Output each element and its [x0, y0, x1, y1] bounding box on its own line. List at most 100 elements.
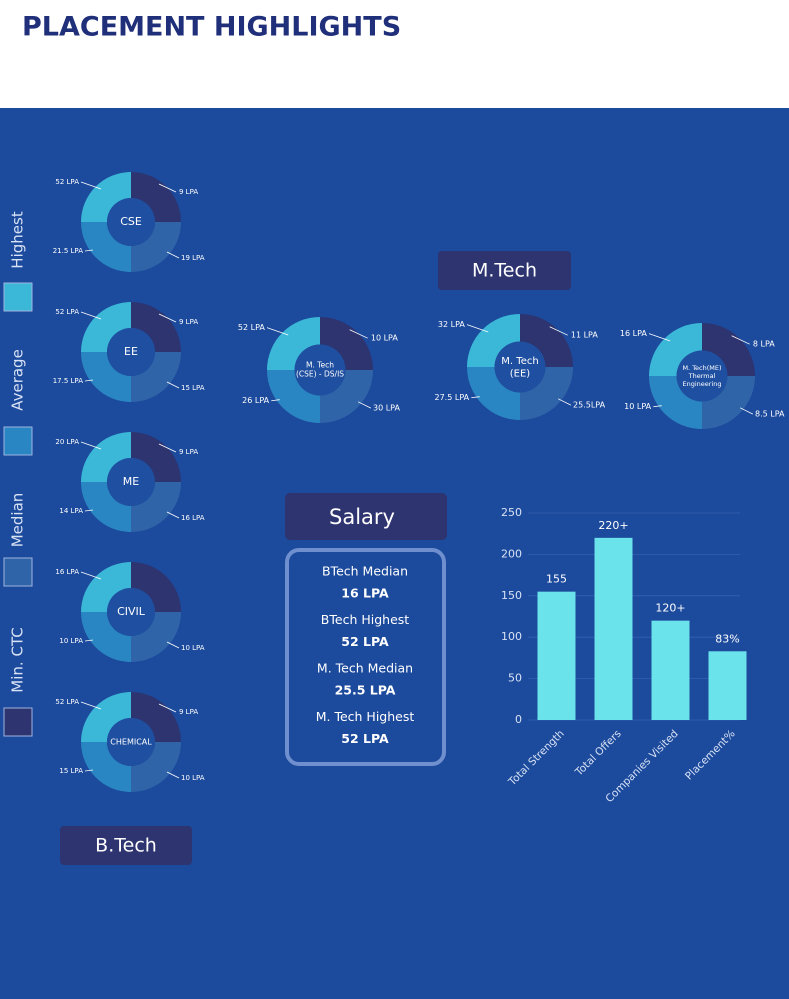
bar	[537, 591, 576, 720]
donut-value-label: 30 LPA	[373, 404, 400, 413]
donut-segment	[131, 352, 181, 402]
donut-value-label: 16 LPA	[620, 329, 647, 338]
donut-name: M. Tech(ME)	[682, 364, 721, 372]
donut-center	[107, 328, 155, 376]
bar	[651, 620, 690, 720]
legend-swatch	[3, 557, 33, 587]
label-leader	[357, 401, 372, 409]
donut-value-label: 10 LPA	[624, 402, 651, 411]
donut-value-label: 16 LPA	[181, 514, 205, 522]
label-leader	[349, 329, 368, 339]
donut-name: CSE	[120, 215, 142, 228]
donut-value-label: 32 LPA	[438, 320, 465, 329]
donut-value-label: 10 LPA	[59, 637, 83, 645]
salary-value: 25.5 LPA	[335, 683, 396, 698]
donut-value-label: 26 LPA	[242, 396, 269, 405]
label-leader	[158, 313, 177, 323]
donut-center	[294, 344, 346, 396]
label-leader	[80, 441, 102, 450]
label-leader	[84, 769, 94, 772]
label-leader	[80, 571, 102, 580]
label-leader	[731, 335, 750, 345]
bar	[708, 651, 747, 720]
mtech-title: M.Tech	[472, 260, 537, 282]
donut-value-label: 25.5LPA	[573, 401, 606, 410]
label-leader	[158, 443, 177, 453]
label-leader	[166, 251, 180, 259]
bar	[594, 537, 633, 720]
label-leader	[166, 511, 180, 519]
donut-value-label: 52 LPA	[55, 178, 79, 186]
donut-segment	[320, 370, 373, 423]
donut-segment	[81, 222, 131, 272]
salary-value: 16 LPA	[341, 586, 389, 601]
donut-segment	[131, 692, 181, 742]
y-tick-label: 100	[501, 630, 522, 643]
donut-value-label: 8.5 LPA	[755, 410, 785, 419]
donut-center	[676, 350, 728, 402]
label-leader	[166, 641, 180, 649]
label-leader	[466, 324, 489, 333]
salary-label: M. Tech Highest	[316, 709, 415, 724]
donut-value-label: 10 LPA	[181, 774, 205, 782]
donut-segment	[81, 612, 131, 662]
label-leader	[158, 703, 177, 713]
donut-value-label: 16 LPA	[55, 568, 79, 576]
donut-segment	[267, 317, 320, 370]
label-leader	[84, 509, 94, 512]
label-leader	[80, 311, 102, 320]
donut-value-label: 8 LPA	[753, 340, 775, 349]
donut-value-label: 11 LPA	[571, 331, 598, 340]
donut-value-label: 10 LPA	[371, 334, 398, 343]
donut-name: Engineering	[683, 380, 722, 388]
donut-name: ME	[123, 475, 139, 488]
donut-segment	[81, 432, 131, 482]
donut-segment	[320, 317, 373, 370]
donut-segment	[467, 367, 520, 420]
legend-label: Median	[9, 493, 27, 548]
bar-value-label: 83%	[715, 632, 739, 645]
label-leader	[80, 181, 102, 190]
donut-segment	[81, 692, 131, 742]
label-leader	[84, 639, 94, 642]
donut-segment	[81, 482, 131, 532]
donut-center	[107, 718, 155, 766]
label-leader	[648, 333, 671, 342]
header-bg	[0, 0, 789, 108]
donut-segment	[131, 302, 181, 352]
donut-segment	[131, 172, 181, 222]
donut-segment	[520, 314, 573, 367]
donut-segment	[649, 376, 702, 429]
donut-segment	[520, 367, 573, 420]
label-leader	[266, 327, 289, 336]
btech-title: B.Tech	[95, 835, 157, 857]
label-leader	[166, 771, 180, 779]
label-leader	[557, 398, 572, 406]
label-leader	[271, 399, 280, 402]
salary-label: BTech Highest	[321, 612, 409, 627]
donut-segment	[131, 482, 181, 532]
donut-name: CHEMICAL	[110, 738, 152, 747]
mtech-box	[438, 251, 571, 290]
legend-swatch	[3, 426, 33, 456]
donut-value-label: 9 LPA	[179, 318, 198, 326]
donut-value-label: 52 LPA	[238, 323, 265, 332]
salary-panel	[285, 548, 446, 766]
donut-segment	[131, 612, 181, 662]
salary-title: Salary	[329, 505, 395, 529]
donut-value-label: 52 LPA	[55, 698, 79, 706]
label-leader	[653, 405, 662, 408]
donut-value-label: 17.5 LPA	[53, 377, 83, 385]
donut-segment	[702, 376, 755, 429]
donut-segment	[81, 352, 131, 402]
salary-label: BTech Median	[322, 564, 408, 579]
donut-center	[107, 588, 155, 636]
donut-segment	[131, 222, 181, 272]
donut-value-label: 21.5 LPA	[53, 247, 83, 255]
donut-center	[107, 458, 155, 506]
salary-value: 52 LPA	[341, 731, 389, 746]
label-leader	[166, 381, 180, 389]
legend-label: Highest	[9, 211, 27, 269]
donut-value-label: 9 LPA	[179, 448, 198, 456]
